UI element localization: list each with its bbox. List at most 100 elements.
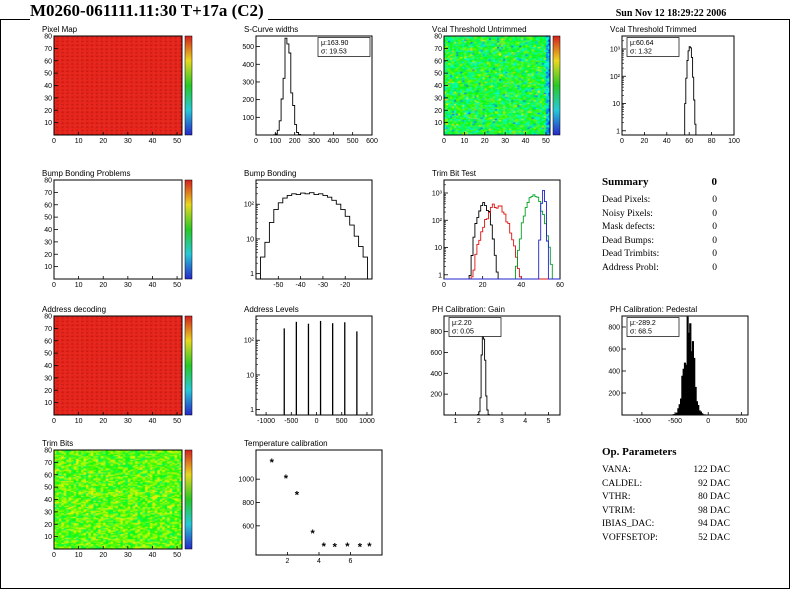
temperature-calibration-plot: Temperature calibration 2 4 6 600 800 1000 * * * *…: [230, 438, 390, 568]
bump-problems-svg: Bump Bonding Problems 0 10 20 30 40 50 10 20 30 40…: [42, 169, 193, 289]
svg-text:60: 60: [44, 58, 52, 65]
svg-text:30: 30: [124, 138, 132, 145]
vcal-threshold-untrimmed-plot: Vcal Threshold Untrimmed 0 10 20 30 40 50 10 20 3…: [418, 24, 570, 148]
summary-row: Dead Trimbits: 0: [602, 248, 717, 262]
page-title: M0260-061111.11:30 T+17a (C2): [30, 1, 268, 21]
svg-text:50: 50: [173, 552, 181, 559]
svg-text:0: 0: [620, 138, 624, 145]
svg-text:50: 50: [44, 71, 52, 78]
svg-text:4: 4: [317, 558, 321, 565]
svg-text:10²: 10²: [244, 338, 255, 345]
svg-text:40: 40: [44, 497, 52, 504]
svg-text:70: 70: [44, 326, 52, 333]
summary-panel: Summary 0 Dead Pixels: 0 Noisy Pixels: 0…: [602, 176, 717, 275]
summary-row-label: Dead Pixels:: [602, 195, 651, 205]
svg-text:60: 60: [44, 202, 52, 209]
vcal-untrimmed-map: [444, 36, 550, 135]
svg-text:PH Calibration: Pedestal: PH Calibration: Pedestal: [610, 305, 697, 314]
summary-row-value: 0: [712, 222, 717, 232]
svg-text:30: 30: [44, 509, 52, 516]
svg-text:50: 50: [542, 138, 550, 145]
svg-text:*: *: [322, 541, 327, 553]
svg-text:0: 0: [442, 138, 446, 145]
svg-text:1000: 1000: [359, 418, 375, 425]
svg-text:800: 800: [608, 325, 620, 332]
svg-text:50: 50: [173, 282, 181, 289]
svg-text:70: 70: [44, 190, 52, 197]
trim-bits-svg: Trim Bits 0 10 20 30 40 50 10 20 30 40 50 60 70 80: [42, 439, 193, 559]
svg-text:-50: -50: [273, 282, 283, 289]
trim-bits-plot: Trim Bits 0 10 20 30 40 50 10 20 30 40 50 60 70 80: [28, 438, 202, 562]
op-parameter-label: VTRIM:: [602, 505, 636, 516]
svg-text:500: 500: [242, 44, 254, 51]
svg-text:μ:2.20: μ:2.20: [452, 320, 472, 327]
svg-text:100: 100: [269, 138, 281, 145]
svg-text:10: 10: [44, 120, 52, 127]
temp-calibration-svg: Temperature calibration 2 4 6 600 800 1000 * * * *…: [238, 439, 383, 565]
op-parameter-row: CALDEL: 92 DAC: [602, 478, 730, 492]
svg-text:*: *: [345, 541, 350, 553]
op-parameter-label: IBIAS_DAC:: [602, 519, 655, 529]
svg-text:10: 10: [75, 138, 83, 145]
op-parameter-row: VTRIM: 98 DAC: [602, 505, 730, 519]
address-decoding-svg: Address decoding 0 10 20 30 40 50 10 20 30 40 50 60 7…: [42, 305, 193, 425]
summary-row: Dead Pixels: 0: [602, 194, 717, 208]
svg-text:0: 0: [706, 418, 710, 425]
svg-text:10: 10: [612, 101, 620, 108]
svg-text:10²: 10²: [244, 202, 255, 209]
svg-text:-1000: -1000: [633, 418, 651, 425]
svg-text:Vcal Threshold Untrimmed: Vcal Threshold Untrimmed: [432, 25, 527, 34]
op-parameter-label: CALDEL:: [602, 478, 643, 489]
op-parameter-row: VANA: 122 DAC: [602, 464, 730, 478]
svg-text:1: 1: [250, 271, 254, 278]
svg-text:60: 60: [44, 472, 52, 479]
svg-text:*: *: [284, 473, 289, 485]
svg-text:400: 400: [430, 371, 442, 378]
svg-text:μ:163.90: μ:163.90: [321, 40, 348, 47]
svg-text:3: 3: [500, 418, 504, 425]
svg-text:40: 40: [149, 282, 157, 289]
svg-text:10: 10: [434, 120, 442, 127]
summary-row: Dead Bumps: 0: [602, 235, 717, 249]
svg-text:200: 200: [242, 97, 254, 104]
summary-row-value: 0: [712, 195, 717, 205]
svg-text:20: 20: [641, 138, 649, 145]
svg-text:-40: -40: [296, 282, 306, 289]
svg-text:600: 600: [608, 347, 620, 354]
svg-text:*: *: [367, 541, 372, 553]
op-parameter-row: VOFFSETOP: 52 DAC: [602, 532, 730, 546]
svg-text:400: 400: [608, 369, 620, 376]
svg-text:40: 40: [149, 552, 157, 559]
svg-text:0: 0: [52, 138, 56, 145]
svg-text:PH Calibration: Gain: PH Calibration: Gain: [432, 305, 505, 314]
svg-text:20: 20: [44, 252, 52, 259]
svg-text:Address Levels: Address Levels: [244, 305, 299, 314]
svg-text:*: *: [295, 490, 300, 502]
address-levels-plot: Address Levels -1000 -500 0 500 1000 1 10 10²: [230, 304, 380, 428]
op-parameters-panel: Op. Parameters VANA: 122 DAC CALDEL: 92 …: [602, 446, 730, 545]
svg-text:50: 50: [173, 418, 181, 425]
pixel-map-map: [54, 36, 182, 135]
scurve-widths-plot: S-Curve widths 0 100 200 300 400 500 600 100 200 3…: [230, 24, 380, 148]
address-levels-svg: Address Levels -1000 -500 0 500 1000 1 10 10²: [244, 305, 375, 425]
svg-text:2: 2: [477, 418, 481, 425]
op-parameter-row: VTHR: 80 DAC: [602, 491, 730, 505]
svg-text:40: 40: [522, 138, 530, 145]
svg-text:Bump Bonding: Bump Bonding: [244, 169, 296, 178]
trim-bits-map: [54, 450, 182, 549]
address-decoding-plot: Address decoding 0 10 20 30 40 50 10 20 30 40 50 60 7…: [28, 304, 202, 428]
svg-text:40: 40: [44, 83, 52, 90]
svg-text:20: 20: [44, 108, 52, 115]
svg-text:-500: -500: [668, 418, 682, 425]
svg-text:80: 80: [44, 178, 52, 185]
svg-text:80: 80: [44, 34, 52, 41]
svg-text:400: 400: [327, 138, 339, 145]
pixel-map-plot: Pixel Map 0 10 20 30 40 50 10 20 30 40 50 60 70 80: [28, 24, 202, 148]
svg-text:1: 1: [438, 272, 442, 279]
svg-text:10: 10: [75, 418, 83, 425]
svg-text:500: 500: [736, 418, 748, 425]
svg-text:40: 40: [149, 418, 157, 425]
svg-text:60: 60: [434, 58, 442, 65]
op-parameter-value: 52 DAC: [698, 532, 730, 543]
